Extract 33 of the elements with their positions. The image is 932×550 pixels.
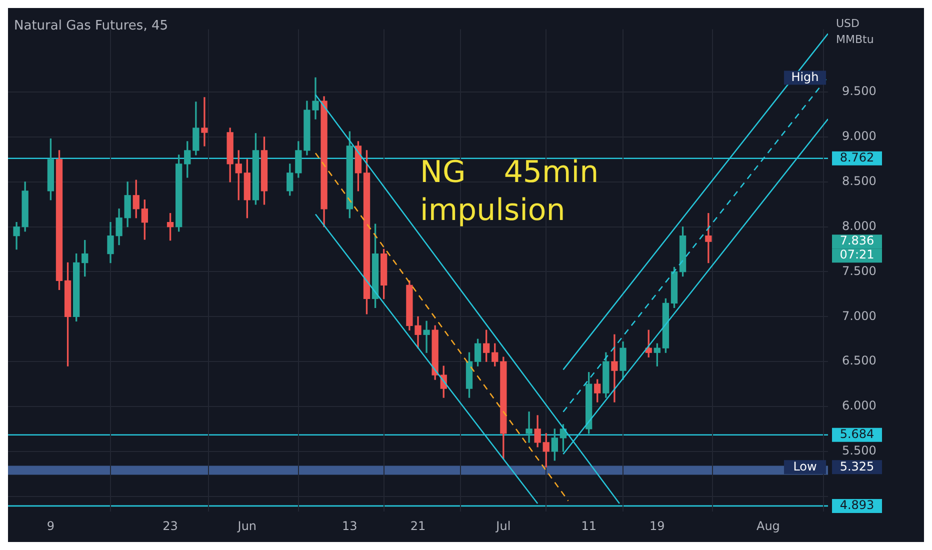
y-tick-label: 8.000 bbox=[842, 218, 876, 233]
text: 7.836 bbox=[840, 234, 874, 248]
y-axis-title: USD MMBtu bbox=[836, 16, 874, 46]
annotation: NG 45min impulsion bbox=[420, 154, 599, 228]
text: 07:21 bbox=[840, 248, 874, 262]
chart-title: Natural Gas Futures, 45 bbox=[14, 18, 168, 34]
annotation: Low bbox=[793, 459, 817, 474]
y-tick-label: 8.500 bbox=[842, 174, 876, 188]
ref-line-label: 4.893 bbox=[840, 498, 874, 512]
y-tick-label: 6.000 bbox=[842, 398, 876, 413]
ref-line-label: 5.684 bbox=[840, 427, 874, 442]
x-tick-label: 23 bbox=[162, 518, 178, 533]
annotation: High bbox=[791, 70, 819, 84]
x-tick-label: Jun bbox=[236, 518, 257, 533]
y-tick-label: 5.500 bbox=[842, 444, 876, 458]
candlestick bbox=[526, 412, 532, 443]
y-tick-label: 9.500 bbox=[842, 84, 876, 98]
x-tick-label: 9 bbox=[46, 518, 55, 533]
x-tick-label: Jul bbox=[495, 518, 511, 533]
candlestick bbox=[423, 320, 430, 353]
y-tick-label: 6.500 bbox=[842, 354, 876, 368]
x-tick-label: 21 bbox=[410, 518, 426, 533]
text: 5.325 bbox=[840, 459, 874, 474]
x-tick-label: 11 bbox=[581, 518, 596, 533]
y-tick-label: 7.500 bbox=[842, 264, 876, 278]
x-tick-label: 13 bbox=[342, 518, 358, 533]
y-tick-label: 9.000 bbox=[842, 129, 876, 144]
x-tick-label: 19 bbox=[650, 518, 665, 533]
y-tick-label: 7.000 bbox=[842, 308, 876, 323]
x-tick-label: Aug bbox=[756, 518, 780, 533]
candlestick bbox=[611, 334, 618, 402]
candlestick bbox=[201, 97, 208, 146]
ref-line-label: 8.762 bbox=[840, 150, 874, 165]
